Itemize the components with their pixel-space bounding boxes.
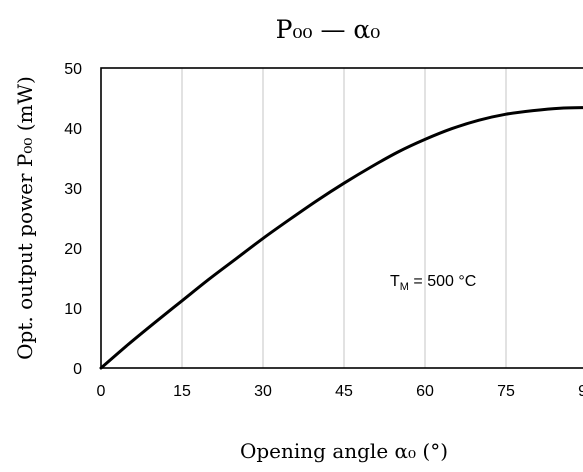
y-axis-label: Opt. output power P₀₀ (mW)	[13, 76, 37, 360]
y-tick-label: 40	[64, 121, 82, 138]
chart-title: P₀₀ — α₀	[276, 15, 381, 44]
svg-text:TM = 500 °C: TM = 500 °C	[390, 273, 476, 293]
x-tick-label: 15	[173, 383, 191, 400]
x-tick-label: 0	[97, 383, 106, 400]
plot-frame	[100, 67, 583, 369]
x-tick-label: 30	[254, 383, 272, 400]
y-tick-label: 30	[64, 181, 82, 198]
x-tick-label: 90	[578, 383, 583, 400]
y-tick-label: 20	[64, 241, 82, 258]
x-tick-label: 60	[416, 383, 434, 400]
x-tick-label: 45	[335, 383, 353, 400]
y-tick-label: 50	[64, 61, 82, 78]
annotation: TM = 500 °C	[390, 273, 476, 293]
y-axis-tick-labels: 0 10 20 30 40 50	[64, 61, 82, 378]
x-tick-label: 75	[497, 383, 515, 400]
y-tick-label: 0	[73, 361, 82, 378]
grid	[181, 68, 507, 368]
y-tick-label: 10	[64, 301, 82, 318]
x-axis-tick-labels: 0 15 30 45 60 75 90	[97, 383, 583, 400]
series-line	[99, 106, 583, 370]
x-axis-label: Opening angle α₀ (°)	[240, 439, 448, 463]
